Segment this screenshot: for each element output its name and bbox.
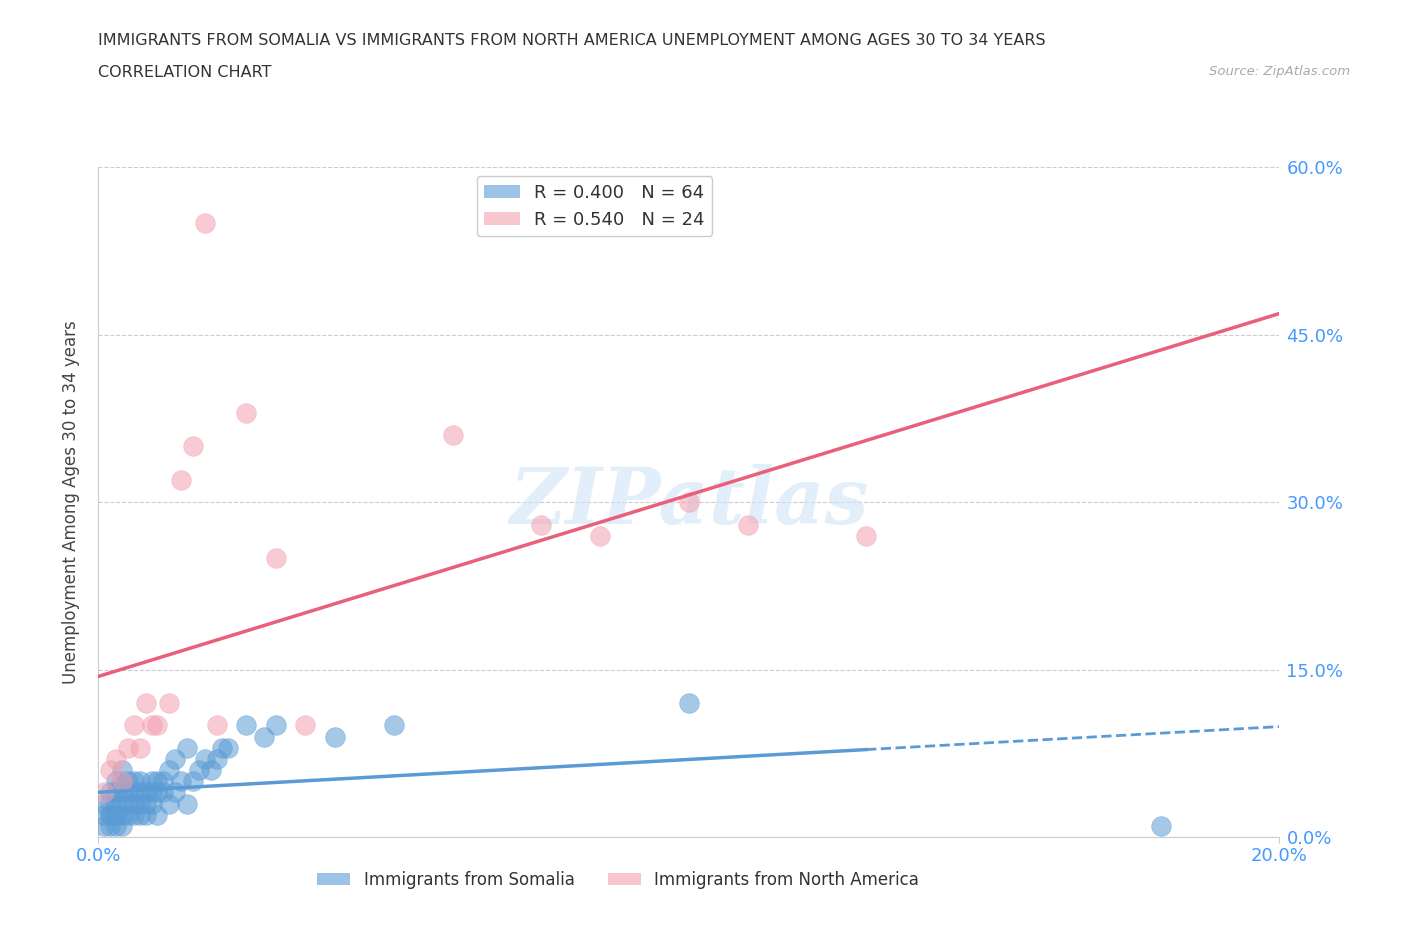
Point [117,807,139,822]
Point [176,740,198,755]
Point [181,774,204,789]
Point [441,428,464,443]
Point [382,718,405,733]
Point [141,774,163,789]
Point [135,696,157,711]
Text: IMMIGRANTS FROM SOMALIA VS IMMIGRANTS FROM NORTH AMERICA UNEMPLOYMENT AMONG AGES: IMMIGRANTS FROM SOMALIA VS IMMIGRANTS FR… [98,33,1046,47]
Point [128,774,150,789]
Point [122,785,145,800]
Point [157,763,180,777]
Point [157,696,180,711]
Point [205,718,228,733]
Point [111,763,134,777]
Point [181,439,204,454]
Point [165,751,187,766]
Point [98,785,121,800]
Point [128,796,150,811]
Point [135,785,157,800]
Point [122,774,145,789]
Point [93,785,115,800]
Point [200,763,222,777]
Point [122,718,145,733]
Point [211,740,233,755]
Legend: Immigrants from Somalia, Immigrants from North America: Immigrants from Somalia, Immigrants from… [311,864,927,896]
Point [141,796,163,811]
Point [93,818,115,833]
Point [93,796,115,811]
Point [146,718,169,733]
Point [111,774,134,789]
Point [152,774,174,789]
Point [105,785,128,800]
Point [128,785,150,800]
Point [205,751,228,766]
Point [146,785,169,800]
Point [157,796,180,811]
Point [589,528,612,543]
Point [111,785,134,800]
Point [117,796,139,811]
Point [1150,818,1173,833]
Point [105,751,128,766]
Point [294,718,316,733]
Point [98,807,121,822]
Point [98,763,121,777]
Point [170,774,193,789]
Point [146,807,169,822]
Point [235,405,257,420]
Point [170,472,193,487]
Point [530,517,553,532]
Point [105,807,128,822]
Point [235,718,257,733]
Text: CORRELATION CHART: CORRELATION CHART [98,65,271,80]
Point [253,729,276,744]
Text: Source: ZipAtlas.com: Source: ZipAtlas.com [1209,65,1350,78]
Point [194,751,217,766]
Point [128,740,150,755]
Point [141,785,163,800]
Point [111,818,134,833]
Point [217,740,239,755]
Point [117,785,139,800]
Point [117,740,139,755]
Point [187,763,209,777]
Point [98,807,121,822]
Point [135,796,157,811]
Point [264,718,287,733]
Point [176,796,198,811]
Point [128,807,150,822]
Y-axis label: Unemployment Among Ages 30 to 34 years: Unemployment Among Ages 30 to 34 years [62,320,80,684]
Point [93,807,115,822]
Point [165,785,187,800]
Point [105,807,128,822]
Point [678,495,700,510]
Point [678,696,700,711]
Point [122,796,145,811]
Point [323,729,346,744]
Point [117,774,139,789]
Point [105,796,128,811]
Text: ZIPatlas: ZIPatlas [509,464,869,540]
Point [855,528,877,543]
Point [146,774,169,789]
Point [111,796,134,811]
Point [105,774,128,789]
Point [264,551,287,565]
Point [111,774,134,789]
Point [141,718,163,733]
Point [111,807,134,822]
Point [194,216,217,231]
Point [105,818,128,833]
Point [122,807,145,822]
Point [98,818,121,833]
Point [98,796,121,811]
Point [152,785,174,800]
Point [135,807,157,822]
Point [737,517,759,532]
